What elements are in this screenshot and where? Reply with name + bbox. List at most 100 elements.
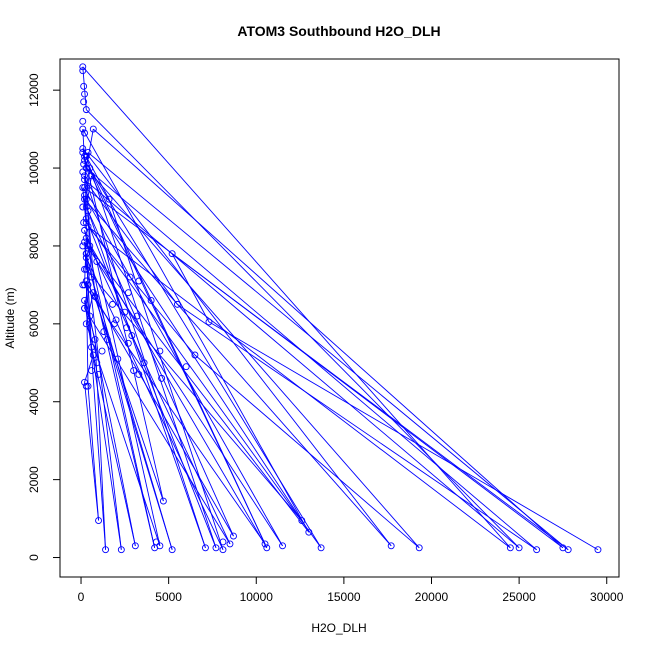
data-point [298,517,306,524]
y-tick-label: 8000 [27,232,41,259]
data-point [81,184,88,191]
data-point [506,544,514,552]
series-points [79,63,602,554]
data-point [89,125,97,133]
data-point [103,335,111,343]
data-point [110,320,118,328]
data-point [515,544,523,552]
y-axis: 0 2000 4000 6000 8000 10000 12000 [27,73,61,561]
data-point [126,273,134,281]
x-tick-label: 0 [78,590,85,604]
series-segment [92,128,564,549]
x-tick-label: 25000 [502,590,536,604]
series-segment [84,230,156,548]
x-tick-label: 30000 [590,590,624,604]
data-point [80,219,88,227]
data-point [84,281,92,289]
series-segment [85,167,420,549]
data-point [131,542,139,550]
data-point [124,289,132,297]
data-point [219,546,227,554]
data-point [82,320,90,328]
data-point [88,367,95,375]
data-point [219,538,227,546]
series-segment [85,206,234,537]
data-point [226,540,234,548]
series-segment [208,321,599,551]
data-point [93,258,101,265]
data-point [79,149,87,156]
data-point [86,242,94,250]
series-segment [84,175,206,548]
data-point [158,374,166,382]
series-segment [92,292,164,502]
data-point [415,544,423,552]
series-segment [94,339,107,550]
data-point [80,160,88,168]
data-point [124,339,132,347]
series-segment [85,156,217,548]
data-point [387,542,395,550]
data-point [84,382,92,390]
data-point [79,184,87,191]
data-point [109,300,117,308]
data-point [135,277,143,285]
data-point [102,546,110,554]
data-point [559,544,567,552]
x-axis-label: H2O_DLH [311,621,366,635]
y-tick-label: 6000 [27,310,41,337]
data-point [105,195,113,203]
series-segment [84,179,178,305]
data-point [82,219,90,227]
series-segment [87,386,100,521]
series-segment [82,66,511,549]
data-point [81,195,88,203]
data-point [123,324,131,332]
data-point [81,90,88,98]
data-point [263,544,271,552]
series-segment [85,253,156,548]
series-segment [89,315,136,546]
data-point [81,304,88,312]
series-segment [87,210,206,548]
data-point [79,242,87,250]
data-point [93,359,101,367]
data-point [88,273,95,281]
series-segment [82,128,310,533]
data-point [168,546,176,554]
data-point [147,297,155,304]
y-axis-label: Altitude (m) [3,287,17,348]
data-point [82,152,90,160]
data-point [159,497,167,505]
data-point [79,117,87,125]
series-segment [85,156,110,200]
data-point [82,234,90,242]
series-segment [84,284,266,545]
data-point [79,145,87,153]
data-point [80,98,88,106]
series-segment [85,218,217,548]
data-point [212,544,220,552]
data-point [173,300,181,308]
series-segment [91,347,136,546]
data-point [79,67,87,75]
data-point [95,371,103,378]
series-segment [85,167,537,551]
data-point [81,152,88,160]
data-point [81,176,88,184]
data-point [81,172,88,180]
series-segment [85,109,520,549]
series-segment [87,210,96,297]
data-point [79,281,87,289]
data-point [81,297,88,304]
x-tick-label: 15000 [327,590,361,604]
series-segment [84,179,520,549]
data-point [82,106,90,114]
series-segment [91,175,266,545]
data-point [88,172,95,180]
data-point [86,312,94,320]
series-segment [85,280,107,550]
data-point [317,544,325,552]
data-point [82,265,90,273]
